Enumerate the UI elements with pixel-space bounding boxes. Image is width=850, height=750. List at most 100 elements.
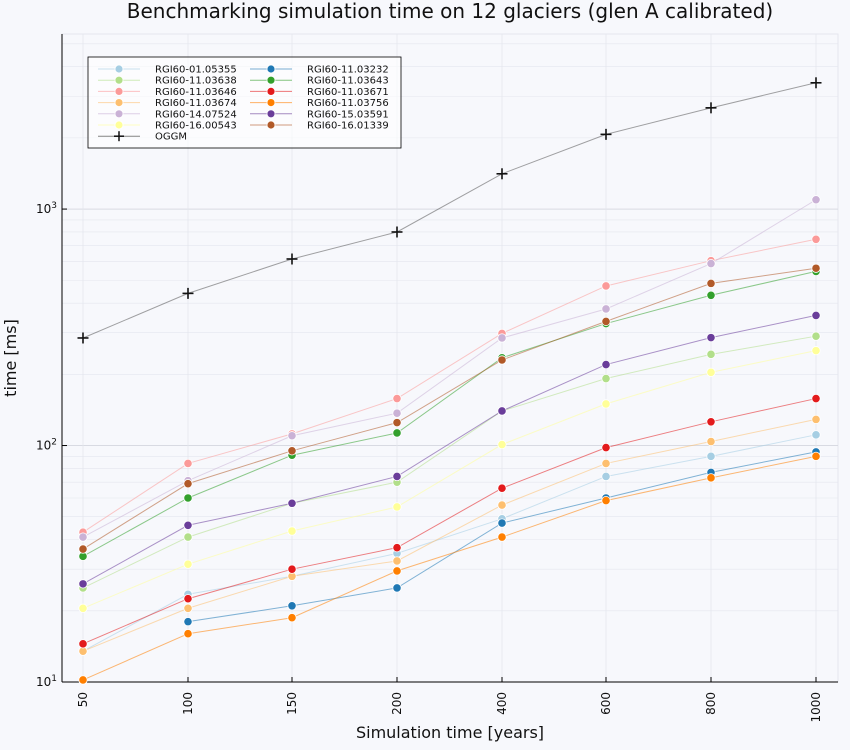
data-point [706, 473, 716, 483]
data-point [706, 436, 716, 447]
legend-label: RGI60-11.03646 [155, 87, 237, 98]
data-point [601, 359, 611, 370]
legend-marker [266, 75, 276, 85]
legend-item: RGI60-16.01339 [250, 121, 389, 132]
x-tick-label: 400 [495, 692, 509, 715]
legend-label: RGI60-11.03232 [307, 65, 389, 76]
data-point [811, 414, 821, 424]
data-point [497, 500, 507, 510]
chart-title: Benchmarking simulation time on 12 glaci… [127, 0, 773, 23]
series-line [82, 199, 817, 538]
data-point [811, 263, 821, 273]
legend-label: RGI60-11.03671 [307, 87, 389, 98]
data-point [811, 310, 821, 321]
data-point [497, 532, 507, 542]
data-point [183, 479, 193, 489]
data-point [287, 526, 297, 536]
data-point [392, 502, 402, 512]
data-point [601, 316, 611, 326]
axes: 101 102 103 50 100 150 200 400 600 800 1000 [36, 34, 838, 723]
data-point [392, 393, 402, 404]
series-line [82, 267, 817, 550]
legend-marker [266, 109, 276, 119]
legend-item: RGI60-11.03643 [250, 76, 389, 87]
data-point [811, 346, 821, 356]
legend-marker [114, 120, 124, 130]
series-line [82, 434, 817, 652]
legend-item: RGI60-01.05355 [98, 65, 237, 76]
data-point [78, 532, 88, 542]
legend-label: RGI60-11.03756 [307, 98, 389, 109]
x-tick-label: 50 [76, 692, 90, 707]
data-point [706, 349, 716, 359]
data-point [497, 483, 507, 493]
data-point [77, 332, 89, 344]
data-point [601, 471, 611, 482]
data-point [183, 532, 193, 542]
data-point [497, 518, 507, 528]
data-point [706, 259, 716, 269]
series-group [78, 414, 821, 656]
series-group [78, 346, 821, 613]
data-point [183, 458, 193, 469]
data-point [811, 195, 821, 205]
data-point [183, 629, 193, 639]
data-point [497, 406, 507, 416]
legend-marker [114, 87, 124, 96]
series-line [82, 350, 817, 609]
data-point [287, 498, 297, 508]
x-tick-label: 100 [181, 692, 195, 715]
legend-item: OGGM [98, 131, 187, 143]
legend: RGI60-01.05355RGI60-11.03638RGI60-11.036… [87, 56, 402, 149]
legend-label: RGI60-01.05355 [155, 65, 237, 76]
y-tick-label: 101 [36, 674, 57, 689]
legend-marker [114, 75, 124, 85]
series-line [82, 314, 817, 585]
data-point [392, 428, 402, 438]
data-point [287, 446, 297, 456]
legend-label: RGI60-14.07524 [155, 109, 237, 120]
data-point [391, 226, 403, 238]
x-tick-label: 1000 [809, 692, 823, 723]
data-point [600, 128, 612, 140]
data-point [601, 458, 611, 469]
y-tick-label: 103 [36, 201, 57, 216]
data-point [78, 639, 88, 649]
data-point [287, 431, 297, 441]
legend-item: RGI60-11.03756 [250, 98, 389, 109]
data-point [811, 451, 821, 461]
data-point [392, 543, 402, 553]
data-point [287, 601, 297, 611]
series-group [77, 77, 822, 344]
data-point [392, 418, 402, 428]
legend-marker [114, 109, 124, 119]
x-tick-label: 800 [704, 692, 718, 715]
legend-item: RGI60-11.03674 [98, 98, 237, 109]
legend-label: RGI60-11.03674 [155, 98, 237, 109]
data-point [706, 333, 716, 343]
data-point [706, 278, 716, 288]
y-tick-label: 102 [36, 438, 57, 453]
data-point [810, 77, 822, 89]
data-point [811, 430, 821, 440]
data-point [78, 675, 88, 685]
legend-label: RGI60-16.00543 [155, 121, 237, 132]
legend-item: RGI60-11.03671 [250, 87, 389, 98]
series-group [78, 310, 821, 589]
data-point [601, 443, 611, 453]
legend-marker [266, 120, 276, 130]
series-line [82, 335, 817, 589]
legend-item: RGI60-14.07524 [98, 109, 237, 120]
legend-item: RGI60-15.03591 [250, 109, 389, 120]
data-point [183, 603, 193, 613]
x-axis-label: Simulation time [years] [356, 723, 544, 742]
data-point [705, 102, 717, 114]
data-point [183, 559, 193, 569]
legend-marker [114, 98, 124, 107]
data-point [811, 234, 821, 244]
data-point [601, 281, 611, 291]
legend-label: RGI60-11.03643 [307, 76, 389, 87]
series-line [82, 455, 817, 681]
legend-marker [114, 64, 124, 74]
